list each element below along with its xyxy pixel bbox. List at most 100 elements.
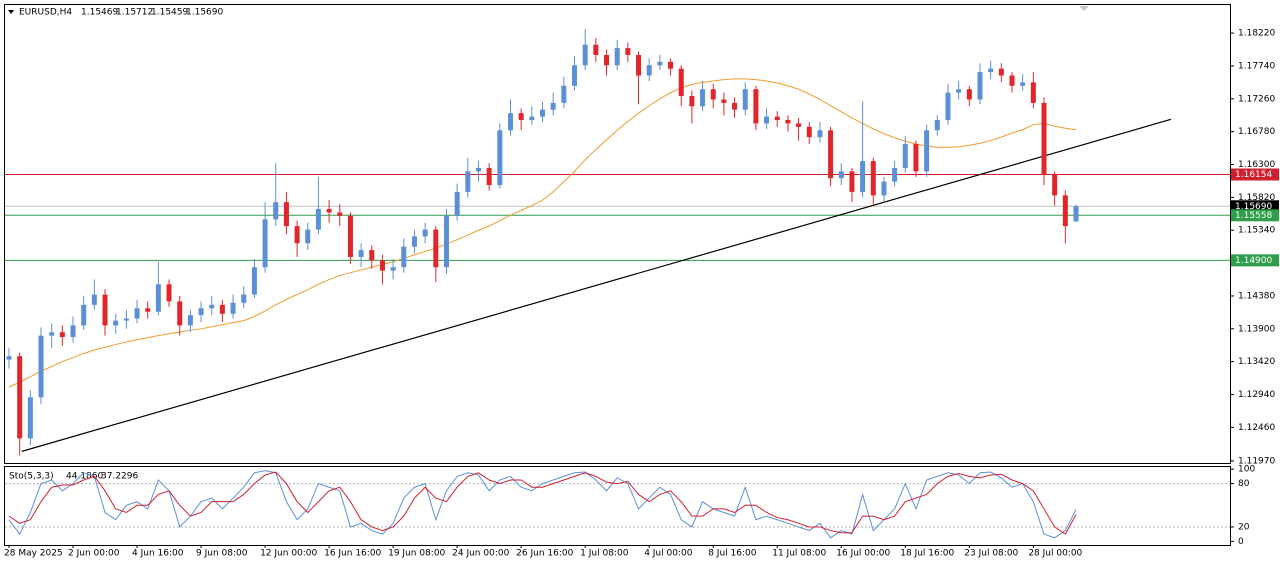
candle-body xyxy=(1020,82,1026,86)
candle-body xyxy=(892,167,898,182)
candle-body xyxy=(305,229,311,244)
candle-body xyxy=(422,229,428,237)
x-tick-label: 4 Jun 16:00 xyxy=(132,549,184,559)
candle-body xyxy=(486,167,492,186)
x-tick-label: 16 Jun 16:00 xyxy=(324,549,381,559)
y-tick-label: 1.15820 xyxy=(1238,193,1275,203)
level-label: 1.15558 xyxy=(1235,211,1272,221)
candle-body xyxy=(369,250,375,261)
candle-body xyxy=(614,48,620,66)
candle-body xyxy=(262,219,268,268)
candle-body xyxy=(1062,195,1068,227)
x-tick-label: 18 Jul 16:00 xyxy=(900,549,954,559)
main-plot xyxy=(5,28,1230,456)
trendline xyxy=(21,118,1172,452)
x-tick-label: 12 Jun 00:00 xyxy=(260,549,317,559)
candle-body xyxy=(198,308,204,316)
candle-body xyxy=(561,85,567,103)
candle-body xyxy=(1009,75,1015,86)
x-tick-label: 4 Jul 00:00 xyxy=(644,549,693,559)
y-tick-label: 1.13420 xyxy=(1238,357,1275,367)
candle-body xyxy=(860,161,866,192)
candle-body xyxy=(604,54,610,66)
candle-body xyxy=(742,89,748,110)
candle-body xyxy=(881,181,887,196)
y-tick-label: 1.16780 xyxy=(1238,127,1275,137)
x-tick-label: 8 Jul 16:00 xyxy=(708,549,757,559)
candle-body xyxy=(710,89,716,100)
candle-body xyxy=(870,161,876,196)
level-tag xyxy=(1231,254,1279,267)
sub-pane xyxy=(4,466,1231,546)
y-tick-label: 1.15340 xyxy=(1238,226,1275,236)
x-tick-label: 23 Jul 08:00 xyxy=(964,549,1018,559)
candle-body xyxy=(796,123,802,127)
candle-body xyxy=(145,308,151,312)
candle-body xyxy=(209,304,215,309)
candle-body xyxy=(817,130,823,138)
candle-body xyxy=(326,209,332,213)
x-tick-label: 24 Jun 00:00 xyxy=(452,549,509,559)
candle-body xyxy=(315,209,321,230)
y-tick-label: 1.18220 xyxy=(1238,29,1275,39)
candle-body xyxy=(17,356,23,439)
x-tick-label: 26 Jun 16:00 xyxy=(516,549,573,559)
close-value: 1.15690 xyxy=(186,8,223,18)
x-tick-label: 9 Jun 08:00 xyxy=(196,549,248,559)
candle-body xyxy=(518,113,524,121)
candle-body xyxy=(956,89,962,93)
candle-body xyxy=(1030,82,1036,103)
high-value: 1.15712 xyxy=(116,8,153,18)
candle-body xyxy=(507,113,513,131)
candle-body xyxy=(913,143,919,172)
candle-body xyxy=(134,308,140,319)
stochastic-line xyxy=(8,471,1077,535)
candle-body xyxy=(924,130,930,172)
y-tick-label: 1.13900 xyxy=(1238,324,1275,334)
sub-plot xyxy=(5,470,1230,539)
indicator-signal: 37.2296 xyxy=(101,472,138,482)
candle-body xyxy=(668,61,674,69)
candle-body xyxy=(774,116,780,121)
candle-body xyxy=(219,304,225,314)
candle-body xyxy=(700,89,706,107)
candle-body xyxy=(123,318,129,321)
candle-body xyxy=(753,89,759,124)
candle-body xyxy=(273,202,279,220)
candle-body xyxy=(6,356,12,360)
candle-body xyxy=(764,116,770,124)
candle-body xyxy=(785,120,791,124)
candle-body xyxy=(945,92,951,121)
candle-body xyxy=(358,250,364,257)
candle-body xyxy=(390,267,396,271)
x-tick-label: 28 Jul 00:00 xyxy=(1028,549,1082,559)
y-tick-label: 1.12940 xyxy=(1238,390,1275,400)
candle-body xyxy=(582,44,588,66)
candle-body xyxy=(38,335,44,398)
candle-body xyxy=(347,215,353,257)
candle-body xyxy=(401,246,407,268)
x-tick-label: 1 Jul 08:00 xyxy=(580,549,629,559)
low-value: 1.15459 xyxy=(151,8,188,18)
y-tick-label: 1.12460 xyxy=(1238,423,1275,433)
candle-body xyxy=(187,315,193,326)
candle-body xyxy=(657,61,663,66)
y-tick-label: 1.11970 xyxy=(1238,456,1275,466)
candle-body xyxy=(113,320,119,326)
candle-body xyxy=(689,96,695,107)
candle-body xyxy=(294,226,300,244)
indicator-name: Sto(5,3,3) xyxy=(9,472,54,482)
y-tick-label: 1.16300 xyxy=(1238,160,1275,170)
moving-average xyxy=(8,78,1077,388)
level-tag xyxy=(1231,200,1279,213)
candle-body xyxy=(230,302,236,314)
x-tick-label: 19 Jun 08:00 xyxy=(388,549,445,559)
indicator-main: 44.1860 xyxy=(66,472,103,482)
candle-body xyxy=(678,68,684,97)
candle-body xyxy=(934,120,940,131)
menu-arrow[interactable] xyxy=(8,10,14,14)
candle-body xyxy=(540,109,545,117)
